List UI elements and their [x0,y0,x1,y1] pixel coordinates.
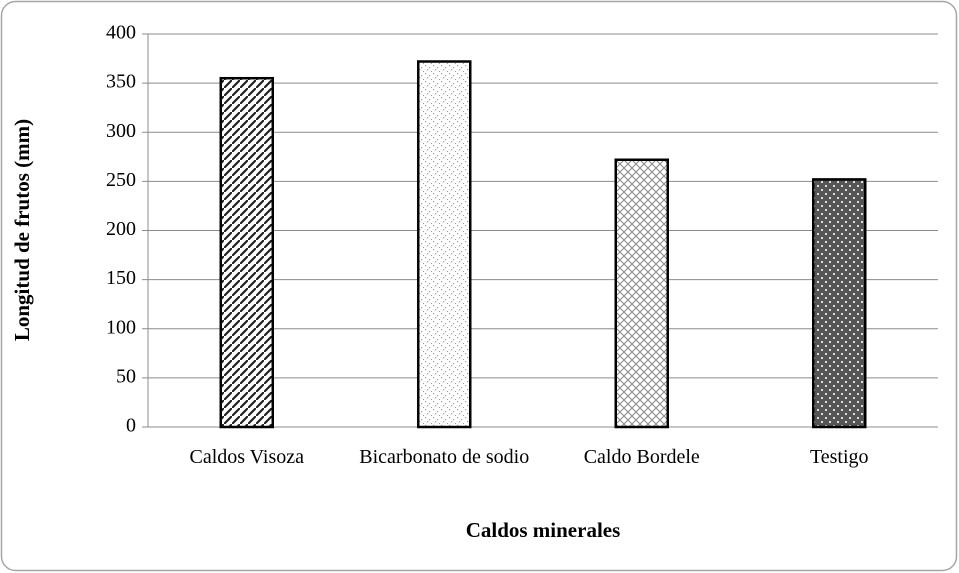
bar [417,60,472,429]
x-tick-label: Bicarbonato de sodio [359,446,530,468]
y-tick-label: 200 [106,218,136,240]
y-tick-label: 100 [106,316,136,338]
x-axis-title: Caldos minerales [466,518,621,542]
y-tick-label: 0 [126,415,136,437]
y-tick-label: 300 [106,120,136,142]
bar [614,158,669,429]
x-tick-label: Testigo [809,446,869,468]
x-tick-label: Caldo Bordele [583,446,700,468]
y-tick-label: 350 [106,71,136,93]
x-tick-label: Caldos Visoza [189,446,305,468]
y-tick-label: 400 [106,22,136,44]
y-axis-title: Longitud de frutos (mm) [10,119,34,341]
y-tick-label: 150 [106,267,136,289]
y-tick-label: 50 [116,365,136,387]
bar [219,76,274,429]
y-tick-label: 250 [106,169,136,191]
bar [812,178,867,429]
